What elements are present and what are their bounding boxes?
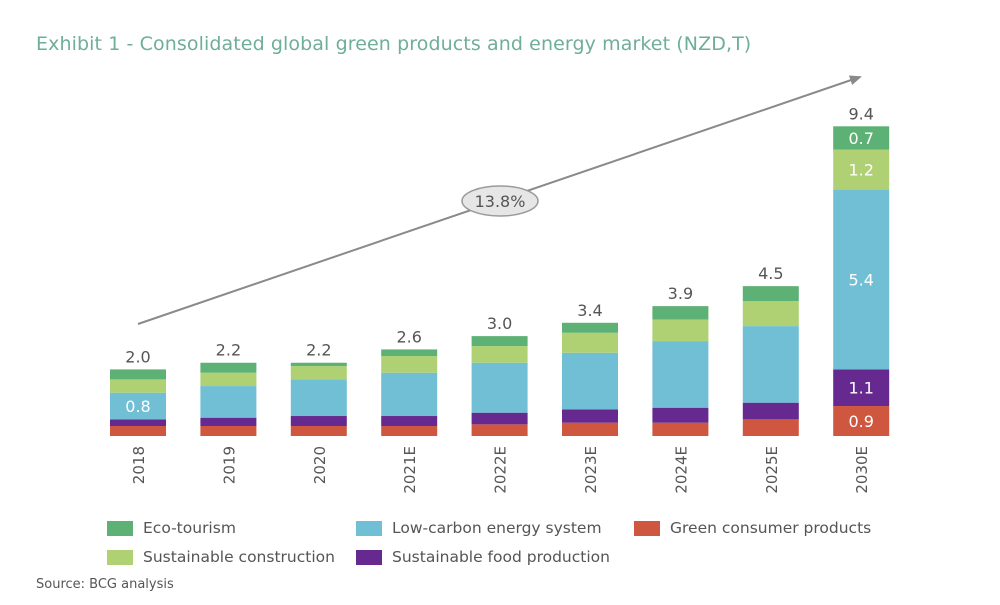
legend-swatch <box>107 520 133 536</box>
x-tick-label: 2021E <box>401 446 419 494</box>
bar-segment <box>833 149 890 190</box>
bar-segment <box>652 319 709 342</box>
bar-segment <box>290 362 347 367</box>
total-label: 2.2 <box>216 341 241 360</box>
bar-segment <box>471 412 528 425</box>
bar-segment <box>290 366 347 380</box>
bar-segment <box>562 352 618 410</box>
cagr-label: 13.8% <box>475 192 526 211</box>
bar-segment <box>381 372 438 417</box>
legend-label: Sustainable food production <box>392 548 610 566</box>
bar-segment <box>652 341 709 408</box>
total-label: 2.6 <box>396 327 421 346</box>
x-tick-label: 2024E <box>672 446 690 494</box>
bar-segment <box>110 369 166 380</box>
segment-label: 1.2 <box>848 161 873 180</box>
total-label: 3.0 <box>487 314 512 333</box>
bar-segment <box>562 409 618 423</box>
bar-segment <box>200 417 257 427</box>
bar-segment <box>833 406 890 436</box>
bar-segment <box>562 422 618 436</box>
legend-swatch <box>356 520 382 536</box>
total-label: 2.0 <box>125 347 150 366</box>
total-label: 4.5 <box>758 264 783 283</box>
legend-label: Green consumer products <box>670 519 872 537</box>
legend-label: Sustainable construction <box>143 548 335 566</box>
x-tick-label: 2025E <box>763 446 781 494</box>
chart-title: Exhibit 1 - Consolidated global green pr… <box>36 33 752 55</box>
bar-segment <box>471 424 528 436</box>
bar-segment <box>381 426 438 436</box>
legend-item: Sustainable construction <box>107 548 335 566</box>
x-tick-label: 2018 <box>130 446 148 484</box>
total-label: 2.2 <box>306 341 331 360</box>
bar-segment <box>471 362 528 413</box>
bar-segment <box>562 332 618 353</box>
stacked-bar-chart: 0.8 2.0 2018 2.2 2019 2.2 2020 2.6 2021E 3.0 2022E… <box>110 75 890 494</box>
bar-segment <box>833 126 890 150</box>
bar-segment <box>200 372 257 387</box>
bar-segment <box>833 189 890 370</box>
segment-label: 1.1 <box>848 379 873 398</box>
segment-label: 0.7 <box>848 129 873 148</box>
x-tick-label: 2019 <box>220 446 238 484</box>
legend-item: Low-carbon energy system <box>356 519 602 537</box>
bar-segment <box>200 426 257 436</box>
bar-segment <box>652 306 709 320</box>
segment-label: 5.4 <box>848 270 873 289</box>
bar-segment <box>200 386 257 418</box>
legend-item: Sustainable food production <box>356 548 610 566</box>
total-label: 9.4 <box>848 104 873 123</box>
bar-segment <box>742 326 799 403</box>
bar-segment <box>471 336 528 347</box>
bar-segment <box>742 419 799 436</box>
legend-item: Eco-tourism <box>107 519 236 537</box>
x-tick-label: 2030E <box>853 446 871 494</box>
legend-label: Eco-tourism <box>143 519 236 537</box>
total-label: 3.4 <box>577 301 602 320</box>
legend-swatch <box>356 549 382 565</box>
segment-label: 0.8 <box>125 397 150 416</box>
legend-label: Low-carbon energy system <box>392 519 602 537</box>
bar-segment <box>110 419 166 427</box>
bar-segment <box>110 392 166 420</box>
source-note: Source: BCG analysis <box>36 577 174 592</box>
bar-segment <box>110 379 166 393</box>
legend-swatch <box>107 549 133 565</box>
bar-segment <box>833 369 890 407</box>
bar-segment <box>652 422 709 436</box>
bar-segment <box>742 301 799 327</box>
legend-item: Green consumer products <box>634 519 871 537</box>
bar-segment <box>290 426 347 436</box>
x-tick-label: 2022E <box>492 446 510 494</box>
bar-segment <box>562 322 618 333</box>
bar-segment <box>110 426 166 436</box>
bar-segment <box>381 356 438 373</box>
bar-segment <box>290 379 347 417</box>
x-tick-label: 2023E <box>582 446 600 494</box>
bar-segment <box>652 407 709 423</box>
x-tick-label: 2020 <box>311 446 329 484</box>
total-label: 3.9 <box>668 284 693 303</box>
cagr-bubble <box>461 185 539 217</box>
bar-segment <box>471 346 528 363</box>
bar-segment <box>742 286 799 302</box>
bar-segment <box>290 416 347 427</box>
bar-segment <box>381 349 438 357</box>
bar-segment <box>742 402 799 420</box>
bar-segment <box>200 362 257 373</box>
bar-segment <box>381 416 438 427</box>
legend-swatch <box>634 520 660 536</box>
segment-label: 0.9 <box>848 412 873 431</box>
